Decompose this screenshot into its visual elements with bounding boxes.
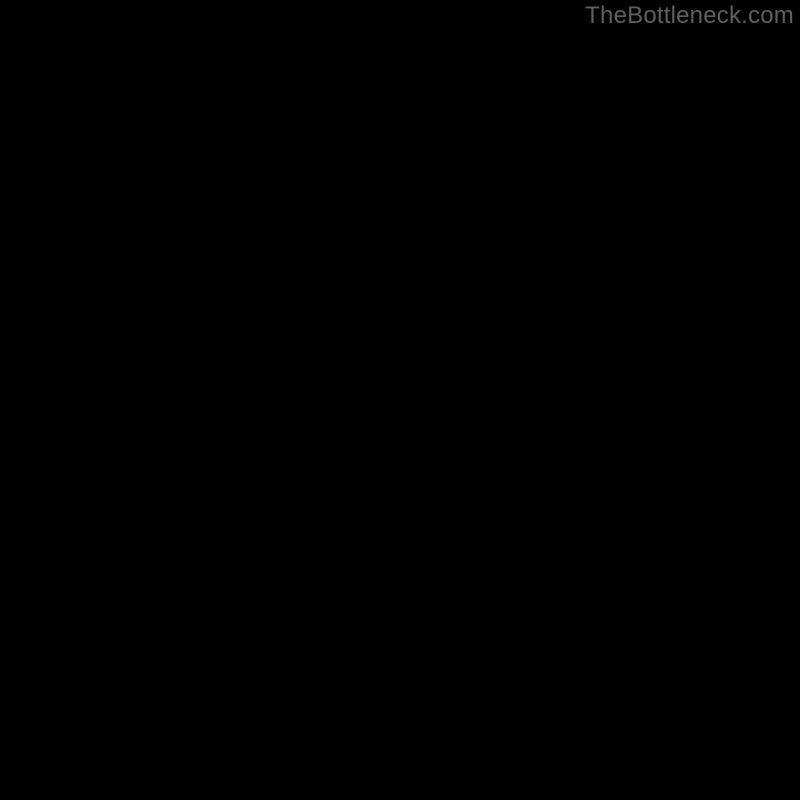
outer-background xyxy=(0,0,800,800)
chart-container: TheBottleneck.com xyxy=(0,0,800,800)
watermark-text: TheBottleneck.com xyxy=(585,2,794,30)
